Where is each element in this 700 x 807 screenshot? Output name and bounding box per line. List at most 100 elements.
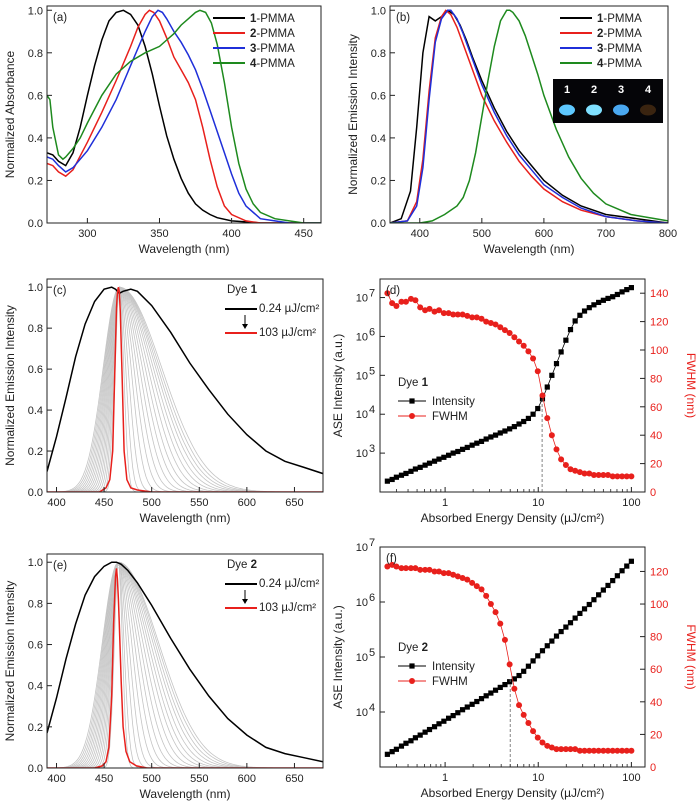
intensity-point [417, 732, 423, 738]
intensity-point [628, 285, 634, 291]
y2-tick-label: 120 [650, 317, 668, 329]
axes-frame [379, 278, 646, 493]
intensity-point [431, 724, 438, 730]
fwhm-point [511, 334, 518, 341]
x-tick-label: 1 [442, 772, 448, 784]
y-axis-c: 0.0 0.2 0.4 0.6 0.8 1.0 [28, 282, 52, 499]
legend-label: 1-PMMA [597, 13, 642, 25]
intensity-point [455, 710, 461, 716]
intensity-point [474, 698, 480, 705]
dye-prefix: Dye [398, 377, 422, 389]
fwhm-point [553, 746, 560, 753]
y-tick-label: 0.6 [28, 364, 43, 376]
legend-label: 2-PMMA [597, 28, 642, 40]
fwhm-point [530, 355, 537, 362]
legend-num: 2 [250, 28, 256, 40]
x-axis-title: Absorbed Energy Density (µJ/cm²) [421, 786, 605, 800]
intensity-point [403, 740, 409, 746]
fwhm-point [431, 568, 438, 575]
intensity-point [511, 676, 517, 682]
fwhm-point [398, 565, 405, 572]
y-axis-a: 0.0 0.2 0.4 0.6 0.8 1.0 [28, 5, 52, 230]
y-tick-label: 0.2 [28, 722, 43, 734]
fwhm-point [581, 470, 588, 477]
panel-label: (d) [386, 285, 400, 297]
intensity-point [488, 690, 494, 696]
intensity-point [549, 372, 555, 378]
x-axis-title: Absorbed Energy Density (µJ/cm²) [421, 511, 605, 525]
axes-frame [389, 5, 669, 224]
y-tick-exponent: 4 [369, 702, 375, 714]
intensity-point [488, 434, 494, 440]
intensity-point [478, 438, 485, 445]
y-tick-exponent: 7 [369, 537, 375, 549]
intensity-point [483, 693, 489, 699]
fwhm-point [464, 312, 471, 319]
intensity-point [521, 668, 527, 674]
intensity-point [530, 658, 536, 664]
inset-label: 1 [564, 84, 570, 96]
y-tick-exponent: 6 [369, 326, 375, 338]
legend-num: 2 [597, 28, 603, 40]
fwhm-point [609, 473, 616, 480]
y-tick-exponent: 4 [369, 404, 375, 416]
plot-area-e [47, 561, 323, 768]
intensity-point [596, 592, 602, 598]
fwhm-point [572, 746, 579, 753]
intensity-point [441, 718, 447, 724]
fwhm-point [450, 571, 457, 578]
x-tick-label: 500 [473, 228, 491, 240]
legend-label: 2-PMMA [250, 28, 295, 40]
fwhm-point [534, 368, 541, 375]
axes-frame [46, 278, 324, 493]
intensity-point [474, 440, 480, 446]
fwhm-point [516, 338, 523, 345]
panel-label: (c) [53, 285, 67, 297]
x-tick-label: 100 [622, 497, 640, 509]
intensity-point [412, 466, 419, 472]
y-tick-label: 10 [356, 409, 368, 421]
intensity-point [398, 743, 405, 749]
fwhm-point [595, 471, 602, 478]
x-tick-label: 600 [238, 497, 256, 509]
fwhm-point [520, 711, 527, 718]
intensity-point [567, 620, 574, 626]
dye-num: 2 [422, 642, 428, 654]
inset-vial-glow [613, 104, 629, 116]
fwhm-point [501, 327, 508, 334]
fwhm-point [473, 314, 480, 321]
gray-spectrum-line [47, 561, 323, 768]
intensity-point [535, 405, 541, 412]
fwhm-point [628, 473, 635, 480]
intensity-point [530, 411, 536, 417]
intensity-point [619, 568, 625, 574]
fwhm-point [445, 570, 452, 577]
legend-label: 3-PMMA [250, 43, 295, 55]
panel-label: (f) [386, 553, 397, 565]
x-tick-label: 100 [622, 772, 640, 784]
intensity-point [628, 558, 634, 564]
series-line-4 [390, 9, 668, 223]
dye-label: Dye 2 [398, 642, 428, 654]
legend-label: 4-PMMA [250, 58, 295, 70]
intensity-point [422, 462, 428, 468]
legend-label: 0.24 µJ/cm² [259, 303, 319, 315]
inset-label: 2 [591, 84, 597, 96]
fwhm-point [511, 685, 518, 692]
fwhm-point [544, 415, 551, 422]
x-tick-label: 500 [143, 497, 161, 509]
y-axis-title: ASE Intensity (a.u.) [331, 334, 345, 437]
y2-tick-label: 0 [650, 762, 656, 774]
y-axis-title: Normalized Absorbance [3, 50, 17, 178]
plot-area-d [384, 285, 635, 492]
series-line-1 [47, 9, 321, 223]
fwhm-point [459, 574, 466, 581]
y2-tick-label: 80 [650, 632, 662, 644]
legend-suffix: -PMMA [603, 58, 642, 70]
series-line-3 [47, 9, 321, 223]
legend-marker [409, 678, 415, 684]
